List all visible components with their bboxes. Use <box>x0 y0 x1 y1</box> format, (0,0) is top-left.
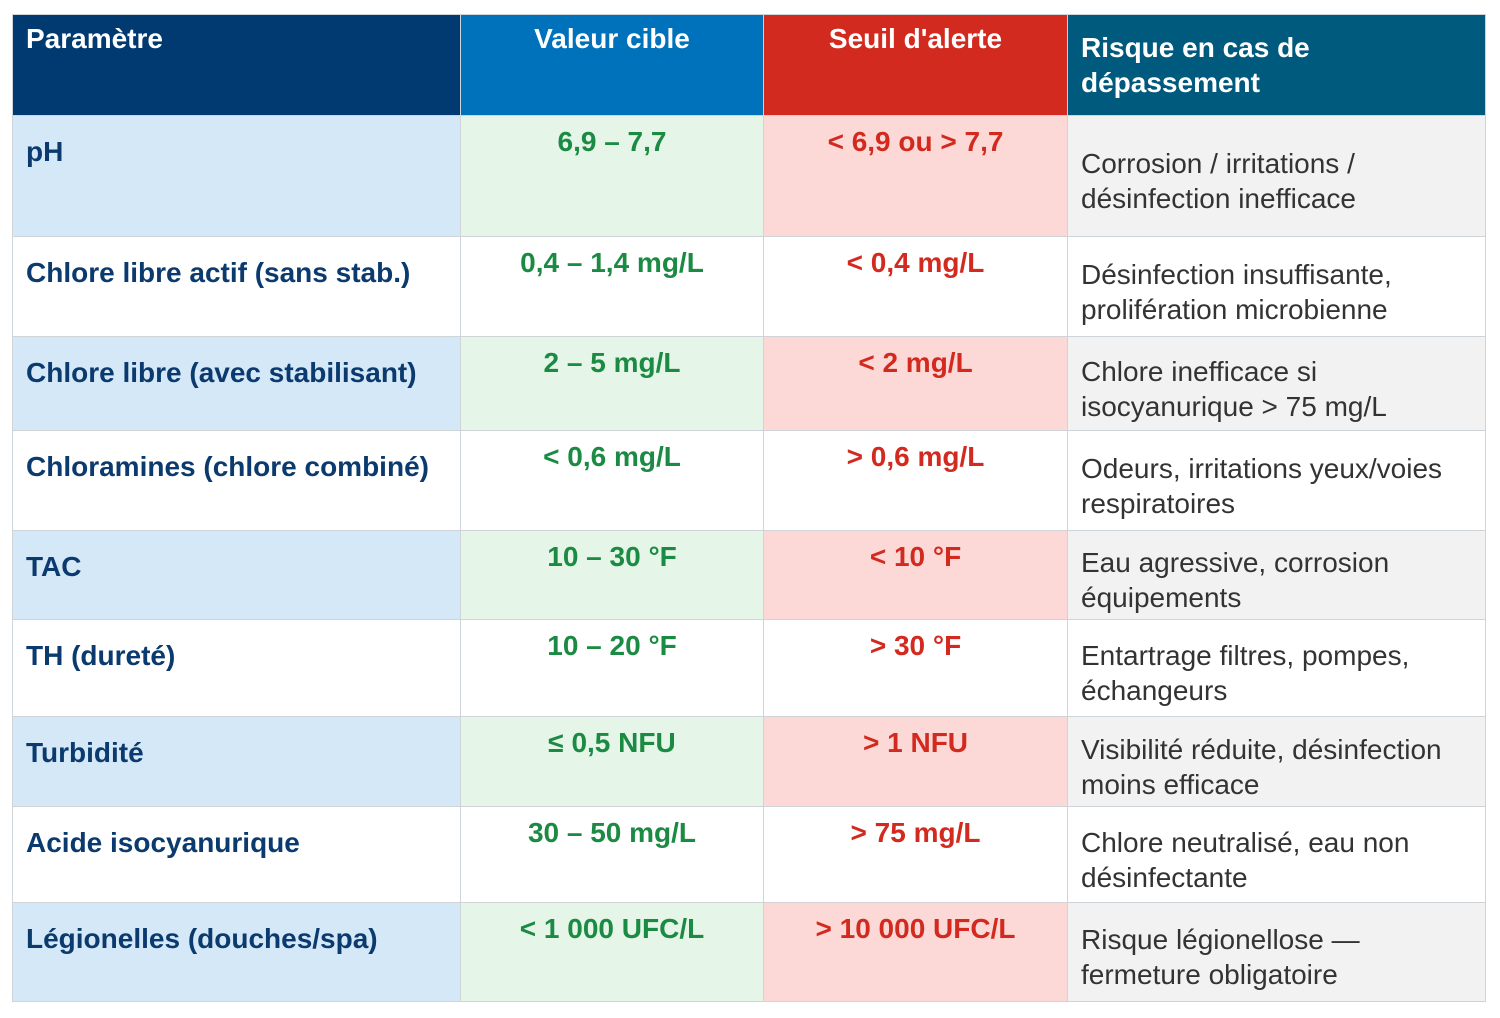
table-cell: > 75 mg/L <box>763 806 1068 903</box>
table-cell: > 1 NFU <box>763 716 1068 807</box>
table-row: TAC 10 – 30 °F < 10 °F Eau agressive, corro… <box>12 530 1486 620</box>
table-cell: Désinfection insuffisante, prolifération… <box>1067 236 1486 337</box>
table-row: Acide isocyanurique 30 – 50 mg/L > 75 mg/L… <box>12 806 1486 903</box>
table-cell: > 10 000 UFC/L <box>763 902 1068 1002</box>
table-cell: Entartrage filtres, pompes, échangeurs <box>1067 619 1486 717</box>
table-cell: > 30 °F <box>763 619 1068 717</box>
table-cell: ≤ 0,5 NFU <box>460 716 764 807</box>
table-cell: Odeurs, irritations yeux/voies respirato… <box>1067 430 1486 531</box>
table-cell: Corrosion / irritations / désinfection i… <box>1067 115 1486 237</box>
header-cell: Paramètre <box>12 14 461 116</box>
table-cell: Chlore libre (avec stabilisant) <box>12 336 461 431</box>
table-cell: Visibilité réduite, désinfection moins e… <box>1067 716 1486 807</box>
header-cell: Seuil d'alerte <box>763 14 1068 116</box>
table-cell: 6,9 – 7,7 <box>460 115 764 237</box>
header-cell: Valeur cible <box>460 14 764 116</box>
table-cell: 0,4 – 1,4 mg/L <box>460 236 764 337</box>
table-cell: TAC <box>12 530 461 620</box>
table-cell: Eau agressive, corrosion équipements <box>1067 530 1486 620</box>
table-row: Légionelles (douches/spa) < 1 000 UFC/L > … <box>12 902 1486 1002</box>
table-row: TH (dureté) 10 – 20 °F > 30 °F Entartrage f… <box>12 619 1486 717</box>
table-cell: > 0,6 mg/L <box>763 430 1068 531</box>
header-cell: Risque en cas de dépassement <box>1067 14 1486 116</box>
table-cell: Risque légionellose — fermeture obligato… <box>1067 902 1486 1002</box>
table-row: Turbidité ≤ 0,5 NFU > 1 NFU Visibilité rédu… <box>12 716 1486 807</box>
table-cell: < 2 mg/L <box>763 336 1068 431</box>
table-row: pH 6,9 – 7,7 < 6,9 ou > 7,7 Corrosion / irr… <box>12 115 1486 237</box>
table-cell: Chlore neutralisé, eau non désinfectante <box>1067 806 1486 903</box>
table-cell: 10 – 20 °F <box>460 619 764 717</box>
table-cell: < 10 °F <box>763 530 1068 620</box>
table-cell: 2 – 5 mg/L <box>460 336 764 431</box>
table-cell: Chloramines (chlore combiné) <box>12 430 461 531</box>
table-cell: 10 – 30 °F <box>460 530 764 620</box>
table-cell: < 0,6 mg/L <box>460 430 764 531</box>
table-cell: TH (dureté) <box>12 619 461 717</box>
table-cell: < 0,4 mg/L <box>763 236 1068 337</box>
table-cell: < 1 000 UFC/L <box>460 902 764 1002</box>
parameter-table: Paramètre Valeur cible Seuil d'alerte Risqu… <box>12 14 1486 1002</box>
table-row: Chloramines (chlore combiné) < 0,6 mg/L > … <box>12 430 1486 531</box>
table-cell: 30 – 50 mg/L <box>460 806 764 903</box>
table-row: Chlore libre (avec stabilisant) 2 – 5 mg/… <box>12 336 1486 431</box>
table-cell: < 6,9 ou > 7,7 <box>763 115 1068 237</box>
table-cell: pH <box>12 115 461 237</box>
table-cell: Légionelles (douches/spa) <box>12 902 461 1002</box>
table-cell: Chlore libre actif (sans stab.) <box>12 236 461 337</box>
header-row: Paramètre Valeur cible Seuil d'alerte Risqu… <box>12 14 1486 116</box>
table-cell: Chlore inefficace si isocyanurique > 75 … <box>1067 336 1486 431</box>
table-cell: Acide isocyanurique <box>12 806 461 903</box>
table-row: Chlore libre actif (sans stab.) 0,4 – 1,4… <box>12 236 1486 337</box>
table-cell: Turbidité <box>12 716 461 807</box>
